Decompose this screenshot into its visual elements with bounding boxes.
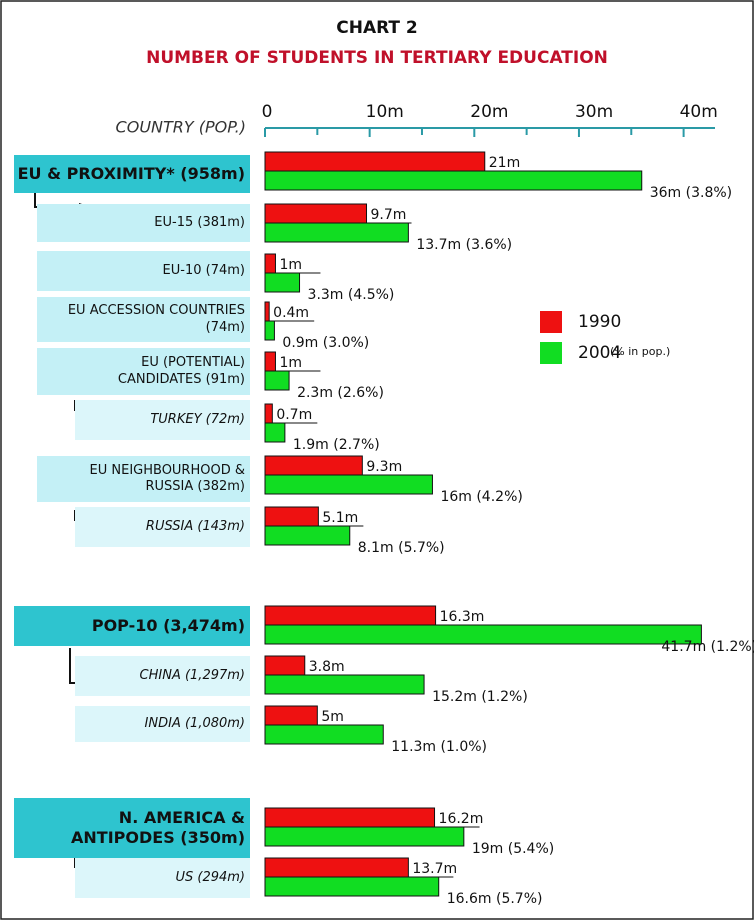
bar [264,605,437,626]
bar [264,624,702,645]
value-label: 5m [321,709,344,725]
bar [264,724,384,745]
value-label: 1.9m (2.7%) [293,437,380,453]
value-label: 41.7m (1.2%) [661,639,754,655]
category-label: TURKEY (72m) [75,400,250,440]
value-label: 0.7m [276,407,312,423]
category-label: N. AMERICA & ANTIPODES (350m) [14,798,250,858]
x-tick-label: 30m [575,102,613,122]
value-label: 16.6m (5.7%) [447,891,543,907]
bar [264,253,276,274]
chart-title: CHART 2 [336,18,418,38]
legend-note: (% in pop.) [610,345,670,358]
value-label: 16m (4.2%) [440,489,522,505]
bar [264,370,290,391]
value-label: 1m [279,257,302,273]
value-label: 3.8m [309,659,345,675]
x-tick-label: 10m [366,102,404,122]
legend-swatch [540,342,562,364]
value-label: 16.3m [440,609,485,625]
value-label: 16.2m [439,811,484,827]
category-label: EU & PROXIMITY* (958m) [14,155,250,193]
bar [264,705,318,726]
value-label: 8.1m (5.7%) [358,540,445,556]
bar [264,674,425,695]
category-label: EU ACCESSION COUNTRIES (74m) [37,297,250,342]
category-label: EU-15 (381m) [37,204,250,242]
legend-label: 2004 [578,343,621,363]
value-label: 13.7m (3.6%) [416,237,512,253]
x-tick-label: 40m [680,102,718,122]
category-label: POP-10 (3,474m) [14,606,250,646]
bar [264,857,409,878]
bar [264,320,275,341]
category-label: EU (POTENTIAL) CANDIDATES (91m) [37,348,250,395]
bar [264,807,436,828]
value-label: 13.7m [412,861,457,877]
bar [264,655,306,676]
value-label: 2.3m (2.6%) [297,385,384,401]
category-label: RUSSIA (143m) [75,507,250,547]
value-label: 0.4m [273,305,309,321]
bar [264,301,270,322]
x-tick-label: 20m [470,102,508,122]
bar [264,272,301,293]
category-label: INDIA (1,080m) [75,706,250,742]
bar [264,876,440,897]
category-label: US (294m) [75,858,250,898]
bar [264,525,351,546]
bar [264,474,433,495]
value-label: 9.7m [371,207,407,223]
bar [264,151,486,172]
category-label: EU-10 (74m) [37,251,250,291]
value-label: 36m (3.8%) [650,185,732,201]
value-label: 1m [279,355,302,371]
value-label: 21m [489,155,520,171]
value-label: 5.1m [322,510,358,526]
value-label: 0.9m (3.0%) [282,335,369,351]
category-label: CHINA (1,297m) [75,656,250,696]
bar [264,826,465,847]
chart-subtitle: NUMBER OF STUDENTS IN TERTIARY EDUCATION [146,48,608,68]
bar [264,506,319,527]
legend-swatch [540,311,562,333]
bar [264,170,643,191]
bar [264,403,273,424]
value-label: 9.3m [366,459,402,475]
value-label: 19m (5.4%) [472,841,554,857]
value-label: 11.3m (1.0%) [391,739,487,755]
bar [264,222,409,243]
category-label: EU NEIGHBOURHOOD & RUSSIA (382m) [37,456,250,502]
value-label: 3.3m (4.5%) [308,287,395,303]
bar [264,351,276,372]
value-label: 15.2m (1.2%) [432,689,528,705]
legend-label: 1990 [578,312,621,332]
bar [264,455,363,476]
bar [264,203,368,224]
x-tick-label: 0 [262,102,273,122]
category-header: COUNTRY (POP.) [116,118,246,137]
bar [264,422,286,443]
